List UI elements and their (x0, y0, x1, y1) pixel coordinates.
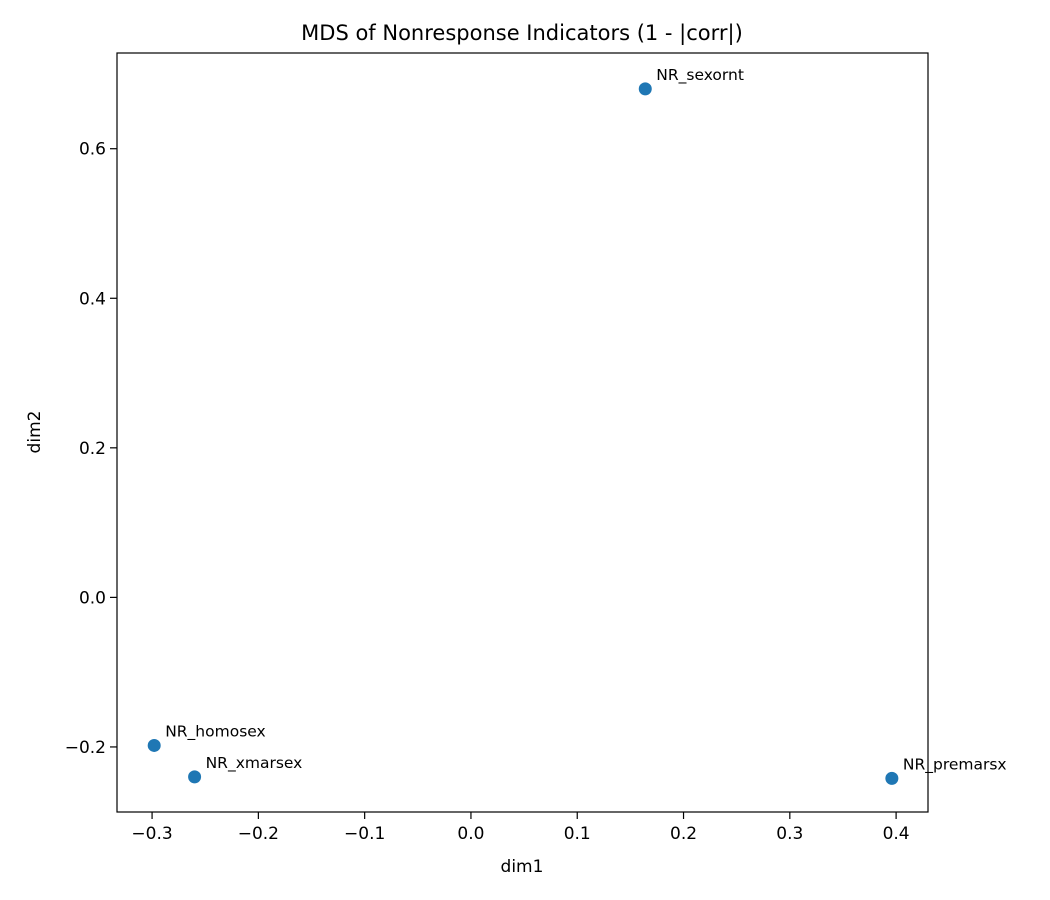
x-tick-label: −0.1 (344, 824, 385, 844)
chart-title: MDS of Nonresponse Indicators (1 - |corr… (301, 21, 743, 46)
x-tick-label: −0.2 (238, 824, 279, 844)
y-axis-label: dim2 (25, 411, 45, 454)
x-tick-label: 0.2 (670, 824, 697, 844)
x-tick-label: −0.3 (131, 824, 172, 844)
scatter-points: NR_sexornt NR_homosex NR_xmarsex NR_premars… (147, 66, 1007, 785)
y-tick-label: 0.4 (79, 289, 106, 309)
point-label: NR_xmarsex (206, 754, 303, 773)
plot-frame (116, 52, 929, 813)
x-tick-label: 0.1 (564, 824, 591, 844)
plot-area (116, 52, 929, 813)
point-label: NR_homosex (165, 722, 266, 741)
y-tick-label: 0.2 (79, 439, 106, 459)
point-label: NR_premarsx (903, 755, 1007, 774)
y-tick-label: 0.0 (79, 588, 106, 608)
x-tick-label: 0.0 (457, 824, 484, 844)
scatter-point (638, 82, 652, 96)
scatter-point (147, 738, 161, 752)
scatter-point (188, 770, 202, 784)
x-axis-ticks: −0.3 −0.2 −0.1 0.0 0.1 0.2 0.3 0.4 (131, 812, 910, 844)
x-axis-label: dim1 (501, 857, 544, 877)
y-tick-label: −0.2 (65, 738, 106, 758)
x-tick-label: 0.4 (883, 824, 910, 844)
y-axis-ticks: −0.2 0.0 0.2 0.4 0.6 (65, 140, 117, 758)
point-label: NR_sexornt (656, 66, 744, 85)
y-tick-label: 0.6 (79, 140, 106, 160)
x-tick-label: 0.3 (776, 824, 803, 844)
scatter-point (885, 771, 899, 785)
